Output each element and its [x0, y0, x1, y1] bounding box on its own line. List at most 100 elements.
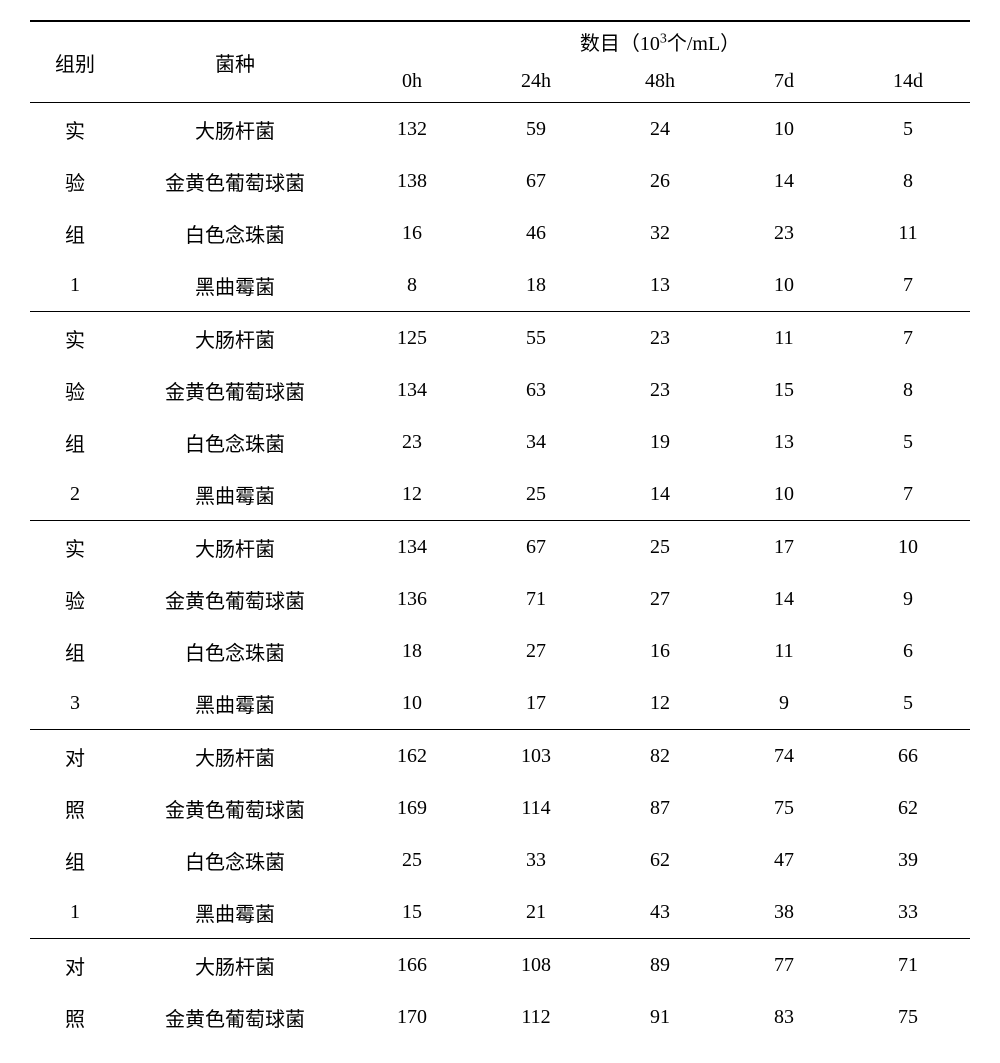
value-cell: 166 [350, 939, 474, 992]
value-cell: 8 [846, 155, 970, 207]
value-cell: 8 [350, 259, 474, 312]
value-cell: 62 [598, 834, 722, 886]
value-cell: 114 [474, 782, 598, 834]
group-label-char: 1 [30, 886, 120, 939]
value-cell: 6 [846, 625, 970, 677]
value-cell: 162 [350, 730, 474, 783]
value-cell: 43 [598, 886, 722, 939]
species-cell: 黑曲霉菌 [120, 886, 350, 939]
count-unit: 个/mL） [667, 33, 740, 55]
group-label-char: 组 [30, 625, 120, 677]
value-cell: 23 [350, 416, 474, 468]
value-cell: 10 [722, 468, 846, 521]
group-label-char: 实 [30, 103, 120, 156]
value-cell: 77 [722, 939, 846, 992]
header-time-1: 24h [474, 60, 598, 103]
species-cell: 金黄色葡萄球菌 [120, 155, 350, 207]
species-cell: 白色念珠菌 [120, 207, 350, 259]
header-time-3: 7d [722, 60, 846, 103]
species-cell: 大肠杆菌 [120, 939, 350, 992]
value-cell: 27 [474, 625, 598, 677]
species-cell: 大肠杆菌 [120, 730, 350, 783]
value-cell: 103 [474, 730, 598, 783]
table-row: 对大肠杆菌166108897771 [30, 939, 970, 992]
table-header: 组别 菌种 数目（103个/mL） 0h 24h 48h 7d 14d [30, 21, 970, 103]
value-cell: 11 [846, 207, 970, 259]
value-cell: 19 [598, 416, 722, 468]
group-label-char: 对 [30, 730, 120, 783]
group-label-char: 验 [30, 573, 120, 625]
value-cell: 17 [474, 677, 598, 730]
header-time-0: 0h [350, 60, 474, 103]
value-cell: 9 [846, 573, 970, 625]
value-cell: 18 [474, 259, 598, 312]
table-row: 组白色念珠菌233419135 [30, 416, 970, 468]
value-cell: 112 [474, 991, 598, 1043]
table-row: 1黑曲霉菌1521433833 [30, 886, 970, 939]
value-cell: 25 [474, 468, 598, 521]
group-label-char: 2 [30, 468, 120, 521]
value-cell: 10 [846, 521, 970, 574]
table-row: 照金黄色葡萄球菌169114877562 [30, 782, 970, 834]
value-cell: 25 [598, 521, 722, 574]
value-cell: 67 [474, 521, 598, 574]
table-row: 对大肠杆菌162103827466 [30, 730, 970, 783]
value-cell: 134 [350, 364, 474, 416]
group-label-char: 1 [30, 259, 120, 312]
species-cell: 大肠杆菌 [120, 312, 350, 365]
species-cell: 大肠杆菌 [120, 103, 350, 156]
value-cell: 7 [846, 312, 970, 365]
table-row: 实大肠杆菌1255523117 [30, 312, 970, 365]
value-cell: 26 [598, 155, 722, 207]
value-cell: 5 [846, 103, 970, 156]
group-label-char: 组 [30, 207, 120, 259]
species-cell: 金黄色葡萄球菌 [120, 364, 350, 416]
value-cell: 138 [350, 155, 474, 207]
value-cell: 89 [598, 939, 722, 992]
value-cell: 5 [846, 416, 970, 468]
value-cell: 13 [722, 416, 846, 468]
value-cell: 14 [722, 573, 846, 625]
table-row: 照金黄色葡萄球菌170112918375 [30, 991, 970, 1043]
species-cell: 白色念珠菌 [120, 625, 350, 677]
species-cell: 大肠杆菌 [120, 521, 350, 574]
value-cell: 74 [722, 730, 846, 783]
value-cell: 10 [722, 103, 846, 156]
value-cell: 67 [474, 155, 598, 207]
value-cell: 13 [598, 259, 722, 312]
value-cell: 33 [846, 886, 970, 939]
species-cell: 白色念珠菌 [120, 416, 350, 468]
value-cell: 108 [474, 939, 598, 992]
value-cell: 27 [598, 573, 722, 625]
count-label-text: 数目（10 [580, 33, 660, 55]
value-cell: 83 [722, 991, 846, 1043]
species-cell: 白色念珠菌 [120, 834, 350, 886]
table-row: 组白色念珠菌2533624739 [30, 834, 970, 886]
table-row: 组白色念珠菌182716116 [30, 625, 970, 677]
value-cell: 24 [598, 103, 722, 156]
table-row: 实大肠杆菌13467251710 [30, 521, 970, 574]
table-row: 实大肠杆菌1325924105 [30, 103, 970, 156]
value-cell: 11 [722, 312, 846, 365]
value-cell: 136 [350, 573, 474, 625]
value-cell: 15 [350, 886, 474, 939]
species-cell: 金黄色葡萄球菌 [120, 782, 350, 834]
group-label-char: 验 [30, 155, 120, 207]
value-cell: 16 [598, 625, 722, 677]
value-cell: 18 [350, 625, 474, 677]
species-cell: 黑曲霉菌 [120, 259, 350, 312]
table-row: 2黑曲霉菌122514107 [30, 468, 970, 521]
value-cell: 11 [722, 625, 846, 677]
value-cell: 170 [350, 991, 474, 1043]
value-cell: 71 [846, 939, 970, 992]
value-cell: 21 [474, 886, 598, 939]
value-cell: 63 [474, 364, 598, 416]
value-cell: 87 [598, 782, 722, 834]
value-cell: 9 [722, 677, 846, 730]
value-cell: 32 [598, 207, 722, 259]
value-cell: 16 [350, 207, 474, 259]
value-cell: 23 [722, 207, 846, 259]
value-cell: 71 [474, 573, 598, 625]
value-cell: 14 [722, 155, 846, 207]
species-cell: 金黄色葡萄球菌 [120, 991, 350, 1043]
